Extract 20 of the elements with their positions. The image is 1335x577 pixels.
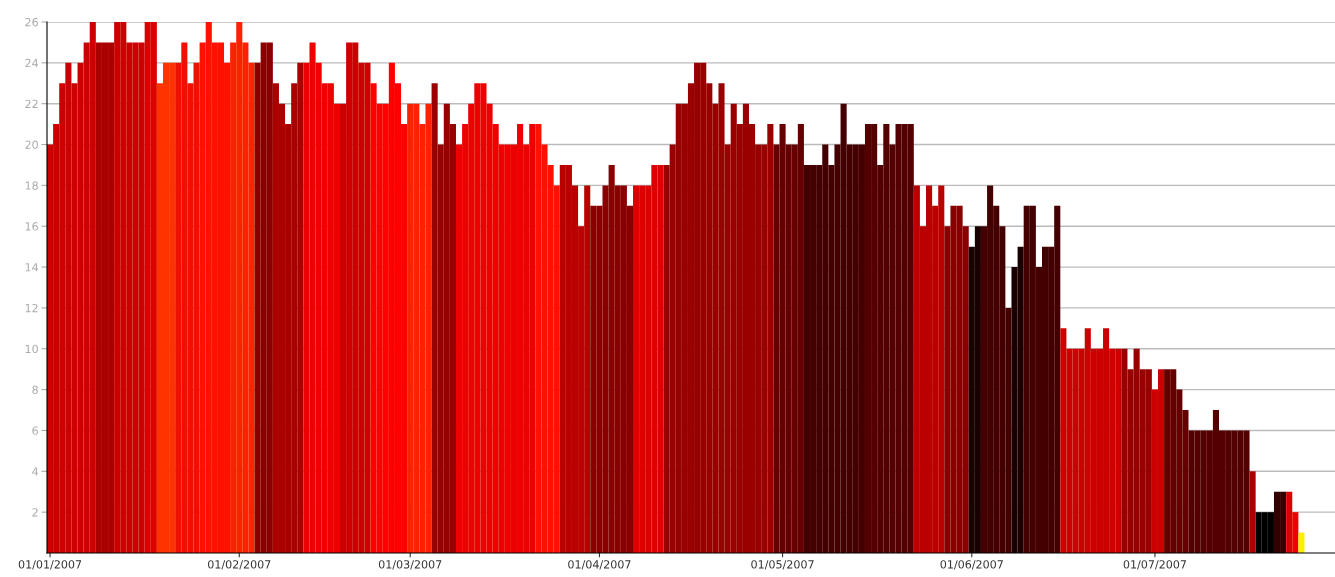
y-tick-label: 20 bbox=[25, 140, 38, 149]
y-tick-label: 12 bbox=[25, 303, 38, 313]
y-tick-label: 10 bbox=[25, 344, 38, 354]
x-tick-label: 01/05/2007 bbox=[751, 560, 814, 570]
x-tick-label: 01/02/2007 bbox=[208, 560, 271, 570]
x-tick-label: 01/01/2007 bbox=[18, 560, 82, 570]
y-tick-label: 16 bbox=[25, 222, 38, 231]
y-tick-label: 2 bbox=[32, 508, 38, 517]
x-tick-label: 01/06/2007 bbox=[940, 560, 1003, 570]
y-tick-label: 26 bbox=[25, 17, 38, 27]
y-tick-label: 8 bbox=[32, 385, 38, 394]
y-tick-label: 24 bbox=[25, 58, 39, 68]
y-tick-label: 6 bbox=[32, 426, 38, 435]
x-tick-label: 01/07/2007 bbox=[1123, 560, 1186, 570]
y-tick-label: 18 bbox=[25, 181, 38, 190]
y-tick-label: 4 bbox=[32, 467, 39, 476]
y-tick-label: 14 bbox=[25, 263, 39, 272]
x-tick-label: 01/03/2007 bbox=[378, 560, 442, 570]
y-tick-label: 22 bbox=[25, 99, 38, 108]
x-tick-label: 01/04/2007 bbox=[568, 560, 631, 570]
